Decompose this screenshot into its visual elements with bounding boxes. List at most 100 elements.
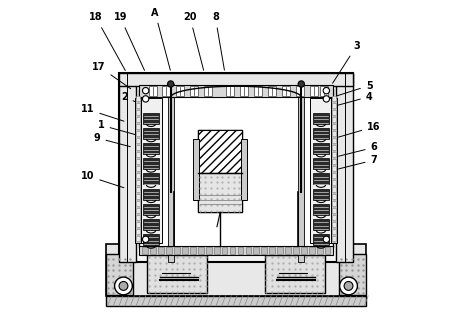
Bar xyxy=(106,244,366,296)
Circle shape xyxy=(115,277,132,295)
Bar xyxy=(139,85,333,97)
Bar xyxy=(141,98,161,243)
Bar xyxy=(139,89,333,247)
Bar xyxy=(313,189,329,200)
Bar xyxy=(332,145,336,150)
Text: 16: 16 xyxy=(338,122,380,137)
Bar xyxy=(136,222,140,227)
Bar xyxy=(331,98,337,243)
Text: 5: 5 xyxy=(337,81,372,96)
Bar xyxy=(136,152,140,157)
Bar xyxy=(332,131,336,136)
Bar xyxy=(136,173,140,178)
Bar xyxy=(332,103,336,108)
Bar xyxy=(332,187,336,192)
Bar xyxy=(261,247,267,254)
Bar xyxy=(136,145,140,150)
Bar xyxy=(143,189,159,200)
Bar xyxy=(264,255,325,293)
Bar xyxy=(332,180,336,185)
Bar xyxy=(151,247,156,254)
Bar xyxy=(119,73,353,262)
Bar xyxy=(313,204,329,215)
Bar xyxy=(136,215,140,220)
Bar xyxy=(332,152,336,157)
Bar xyxy=(332,208,336,213)
Text: A: A xyxy=(152,8,170,70)
Bar xyxy=(298,84,304,262)
Bar xyxy=(143,173,159,184)
Circle shape xyxy=(323,96,329,102)
Bar xyxy=(119,73,353,86)
Bar xyxy=(254,86,262,96)
Text: 9: 9 xyxy=(94,133,130,147)
Bar xyxy=(166,247,172,254)
Bar xyxy=(193,139,199,200)
Bar xyxy=(198,130,242,212)
Bar xyxy=(174,247,180,254)
Bar xyxy=(136,96,140,101)
Bar xyxy=(293,247,299,254)
Bar xyxy=(198,247,203,254)
Bar xyxy=(313,113,329,124)
Bar xyxy=(119,73,136,262)
Bar xyxy=(182,247,188,254)
Circle shape xyxy=(298,81,304,87)
Circle shape xyxy=(143,236,149,243)
Bar xyxy=(206,247,211,254)
Bar xyxy=(269,86,276,96)
Circle shape xyxy=(323,236,329,243)
Bar xyxy=(332,96,336,101)
Bar xyxy=(162,86,170,96)
Bar xyxy=(106,254,133,295)
Bar xyxy=(310,86,318,96)
Circle shape xyxy=(119,281,128,290)
Bar xyxy=(198,130,242,173)
Bar xyxy=(332,159,336,164)
Text: 19: 19 xyxy=(114,12,144,70)
Text: 10: 10 xyxy=(81,171,124,188)
Circle shape xyxy=(340,277,357,295)
Bar xyxy=(313,158,329,169)
Circle shape xyxy=(143,96,149,102)
Bar xyxy=(245,247,251,254)
Circle shape xyxy=(344,281,353,290)
Bar xyxy=(313,143,329,154)
Bar xyxy=(332,117,336,122)
Bar xyxy=(136,159,140,164)
Bar xyxy=(332,236,336,241)
Bar xyxy=(204,86,212,96)
Bar xyxy=(136,187,140,192)
Bar xyxy=(277,247,283,254)
Text: 23: 23 xyxy=(202,220,222,256)
Bar xyxy=(143,143,159,154)
Text: 7: 7 xyxy=(338,155,377,169)
Bar xyxy=(143,158,159,169)
Bar xyxy=(143,247,148,254)
Bar xyxy=(241,139,247,200)
Bar xyxy=(296,86,304,96)
Bar xyxy=(143,113,159,124)
Bar xyxy=(168,84,174,262)
Bar xyxy=(332,229,336,234)
Bar xyxy=(332,138,336,143)
Bar xyxy=(332,110,336,115)
Bar xyxy=(313,219,329,230)
Bar xyxy=(332,194,336,199)
Bar xyxy=(136,208,140,213)
Bar xyxy=(136,180,140,185)
Text: 6: 6 xyxy=(338,142,377,156)
Text: 11: 11 xyxy=(81,104,124,121)
Bar xyxy=(240,86,248,96)
Bar xyxy=(313,128,329,139)
Bar xyxy=(313,173,329,184)
Bar xyxy=(149,86,157,96)
Bar xyxy=(339,254,366,295)
Bar xyxy=(332,166,336,171)
Bar xyxy=(230,247,236,254)
Bar xyxy=(332,222,336,227)
Bar xyxy=(136,117,140,122)
Bar xyxy=(237,247,243,254)
Text: 17: 17 xyxy=(93,61,131,89)
Bar xyxy=(253,247,259,254)
